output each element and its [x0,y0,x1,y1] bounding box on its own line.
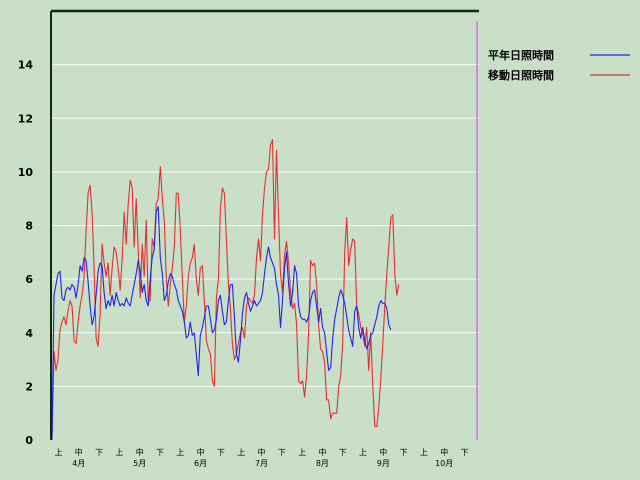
month-label: 7月 [255,459,268,468]
x-tick-label: 上 [55,448,63,457]
x-tick-label: 中 [258,447,266,457]
month-label: 8月 [316,459,329,468]
x-tick-label: 中 [440,447,448,457]
y-tick-label: 4 [25,327,33,340]
series-line [51,206,392,441]
y-axis-ticks: 0 2 4 6 8 10 12 14 [18,59,34,447]
x-tick-label: 上 [359,448,367,457]
month-label: 4月 [72,459,85,468]
y-tick-label: 10 [18,166,34,179]
x-tick-label: 下 [156,448,164,457]
x-tick-label: 下 [95,448,103,457]
x-axis-ticks: 上中下上中下上中下上中下上中下上中下上中下 [55,447,469,457]
y-tick-label: 0 [25,434,33,447]
legend-label: 移動日照時間 [488,68,554,82]
x-tick-label: 上 [176,448,184,457]
y-tick-label: 8 [25,220,33,233]
x-tick-label: 中 [197,447,205,457]
month-label: 10月 [435,459,453,468]
y-tick-label: 12 [18,112,33,125]
x-tick-label: 中 [379,447,387,457]
legend-label: 平年日照時間 [488,48,554,62]
month-label: 6月 [194,459,207,468]
month-labels: 4月 5月 6月 7月 8月 9月 10月 [72,459,453,468]
axes [50,9,479,440]
x-tick-label: 下 [217,448,225,457]
y-tick-label: 14 [18,59,34,72]
x-tick-label: 上 [420,448,428,457]
x-tick-label: 下 [461,448,469,457]
x-tick-label: 中 [318,447,326,457]
x-tick-label: 下 [400,448,408,457]
x-tick-label: 中 [75,447,83,457]
month-label: 9月 [377,459,390,468]
series-lines [51,139,400,441]
y-tick-label: 6 [25,273,33,286]
x-tick-label: 下 [278,448,286,457]
x-tick-label: 中 [136,447,144,457]
x-tick-label: 上 [115,448,123,457]
series-line [51,139,400,441]
y-tick-label: 2 [25,380,33,393]
month-label: 5月 [133,459,146,468]
x-tick-label: 上 [237,448,245,457]
x-tick-label: 下 [339,448,347,457]
grid-lines [51,64,479,387]
x-tick-label: 上 [298,448,306,457]
